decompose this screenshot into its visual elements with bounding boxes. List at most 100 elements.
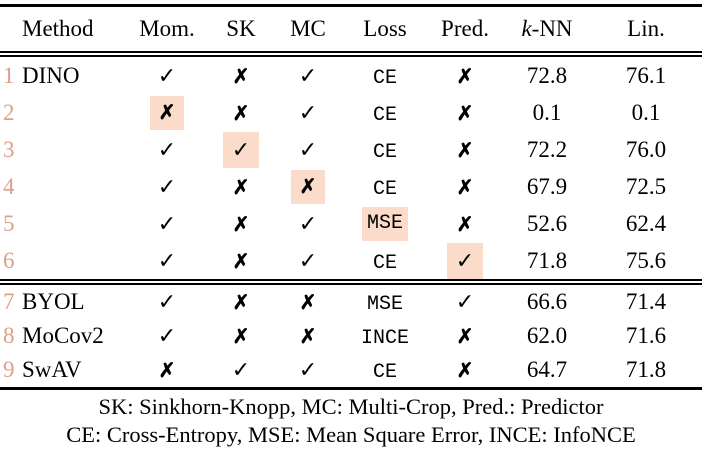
- cell-loss: MSE: [344, 205, 426, 242]
- cell-mc: ✗: [272, 319, 344, 353]
- cell-sk: ✗: [210, 54, 272, 94]
- cell-pred: ✓: [426, 242, 504, 282]
- check-icon: ✓: [157, 136, 177, 162]
- method-name: [20, 168, 124, 205]
- column-header-knn: k-NN: [521, 16, 573, 41]
- table-row: 6 ✓ ✗ ✓ CE ✓ 71.8 75.6: [0, 242, 702, 282]
- row-number: 4: [3, 173, 15, 199]
- cross-icon: ✗: [149, 95, 185, 130]
- cell-pred: ✗: [426, 168, 504, 205]
- cell-knn: 52.6: [504, 205, 590, 242]
- score-value: 66.6: [526, 289, 568, 314]
- check-icon: ✓: [298, 99, 318, 125]
- row-number: 2: [3, 99, 15, 125]
- cell-sk: ✗: [210, 205, 272, 242]
- check-icon: ✓: [298, 210, 318, 236]
- method-name: [20, 131, 124, 168]
- cell-lin: 76.0: [590, 131, 702, 168]
- cell-mom: ✓: [124, 54, 210, 94]
- cross-icon: ✗: [232, 292, 250, 314]
- score-value: 62.0: [526, 323, 568, 348]
- check-icon: ✓: [298, 62, 318, 88]
- cell-sk: ✗: [210, 94, 272, 131]
- score-value: 52.6: [526, 210, 568, 236]
- cell-pred: ✗: [426, 94, 504, 131]
- column-header-mc: MC: [290, 16, 326, 41]
- cell-loss: INCE: [344, 319, 426, 353]
- table-row: 4 ✓ ✗ ✗ CE ✗ 67.9 72.5: [0, 168, 702, 205]
- cell-loss: CE: [344, 94, 426, 131]
- row-number: 1: [3, 62, 15, 88]
- score-value: 71.6: [625, 323, 667, 348]
- cell-loss: MSE: [344, 282, 426, 319]
- method-name: MoCov2: [22, 323, 104, 348]
- table-header: Method Mom. SK MC Loss Pred. k-NN Lin.: [0, 7, 702, 54]
- cell-sk: ✗: [210, 168, 272, 205]
- row-number: 8: [3, 323, 15, 348]
- cross-icon: ✗: [232, 176, 250, 199]
- cell-loss: CE: [344, 353, 426, 387]
- table-row: 7 BYOL ✓ ✗ ✗ MSE ✓ 66.6 71.4: [0, 282, 702, 319]
- score-value: 71.8: [625, 357, 667, 382]
- check-icon: ✓: [157, 247, 177, 273]
- column-header-loss: Loss: [363, 16, 407, 41]
- cell-mc: ✓: [272, 94, 344, 131]
- cell-mc: ✓: [272, 54, 344, 94]
- cell-knn: 67.9: [504, 168, 590, 205]
- cell-knn: 72.2: [504, 131, 590, 168]
- cell-sk: ✓: [210, 131, 272, 168]
- method-name: [20, 94, 124, 131]
- score-value: 71.8: [526, 247, 568, 273]
- check-icon: ✓: [231, 357, 251, 382]
- cell-mom: ✓: [124, 168, 210, 205]
- table-row: 3 ✓ ✓ ✓ CE ✗ 72.2 76.0: [0, 131, 702, 168]
- cell-lin: 71.6: [590, 319, 702, 353]
- cell-mom: ✓: [124, 242, 210, 282]
- table-row: 8 MoCov2 ✓ ✗ ✗ INCE ✗ 62.0 71.6: [0, 319, 702, 353]
- cross-icon: ✗: [456, 139, 474, 162]
- check-icon: ✓: [455, 289, 475, 314]
- cross-icon: ✗: [456, 176, 474, 199]
- score-value: 75.6: [625, 247, 667, 273]
- check-icon: ✓: [157, 173, 177, 199]
- check-icon: ✓: [298, 136, 318, 162]
- column-header-method: Method: [22, 16, 94, 41]
- cell-mom: ✓: [124, 131, 210, 168]
- cell-loss: CE: [344, 242, 426, 282]
- check-icon: ✓: [157, 210, 177, 236]
- cell-sk: ✗: [210, 242, 272, 282]
- check-icon: ✓: [157, 323, 177, 348]
- table-row: 2 ✗ ✗ ✓ CE ✗ 0.1 0.1: [0, 94, 702, 131]
- cell-pred: ✗: [426, 319, 504, 353]
- cell-mc: ✓: [272, 205, 344, 242]
- ablation-table: Method Mom. SK MC Loss Pred. k-NN Lin. 1 DINO ✓ ✗ ✓…: [0, 7, 702, 387]
- cell-knn: 66.6: [504, 282, 590, 319]
- loss-value: CE: [372, 361, 397, 384]
- cell-mc: ✗: [272, 282, 344, 319]
- cell-pred: ✗: [426, 353, 504, 387]
- cross-icon: ✗: [456, 360, 474, 382]
- table-row: 9 SwAV ✗ ✓ ✓ CE ✗ 64.7 71.8: [0, 353, 702, 387]
- check-icon: ✓: [446, 242, 484, 279]
- check-icon: ✓: [298, 247, 318, 273]
- table-row: 1 DINO ✓ ✗ ✓ CE ✗ 72.8 76.1: [0, 54, 702, 94]
- top-rule: [0, 4, 702, 7]
- cell-loss: CE: [344, 131, 426, 168]
- cell-mc: ✓: [272, 131, 344, 168]
- cell-sk: ✓: [210, 353, 272, 387]
- score-value: 67.9: [526, 173, 568, 199]
- row-number: 9: [3, 357, 15, 382]
- cross-icon: ✗: [456, 65, 474, 88]
- loss-value: CE: [372, 177, 397, 201]
- check-icon: ✓: [222, 131, 260, 168]
- cell-knn: 71.8: [504, 242, 590, 282]
- loss-value: CE: [372, 66, 397, 90]
- cell-pred: ✗: [426, 205, 504, 242]
- footer-rule: [0, 387, 702, 390]
- cell-pred: ✗: [426, 131, 504, 168]
- cross-icon: ✗: [299, 326, 317, 348]
- cell-mom: ✓: [124, 282, 210, 319]
- score-value: 72.2: [526, 136, 568, 162]
- cell-knn: 0.1: [504, 94, 590, 131]
- column-header-lin: Lin.: [627, 16, 665, 41]
